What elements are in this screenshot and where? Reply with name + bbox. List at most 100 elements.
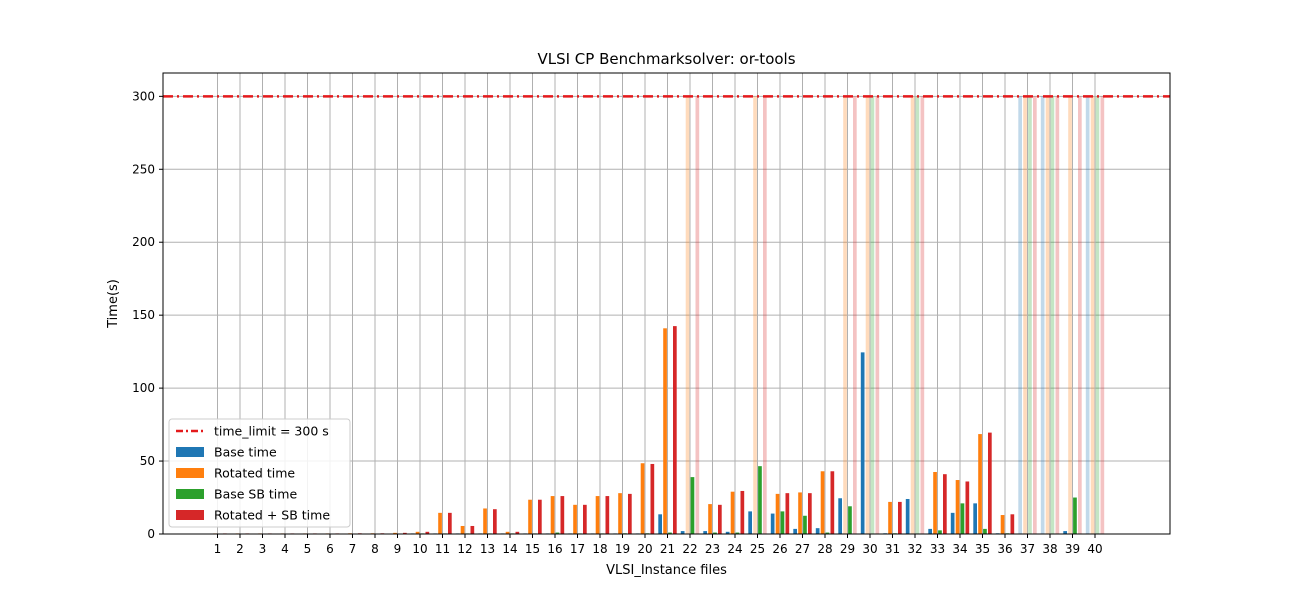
bar-rotated-time [550,496,555,534]
bar-base-sb-time [690,477,695,534]
bar-base-time [703,531,707,534]
bar-base-time [1018,96,1022,535]
bar-rotated-sb-time [1100,96,1105,535]
bar-rotated-sb-time [673,326,677,534]
bar-rotated-sb-time [988,432,992,534]
legend-swatch [176,510,204,520]
bar-rotated-time [843,96,847,535]
legend-swatch [176,468,204,478]
x-tick-label: 18 [592,542,607,556]
bar-rotated-sb-time [448,512,452,534]
x-tick-label: 6 [326,542,334,556]
bar-rotated-sb-time [920,96,925,535]
x-tick-label: 35 [975,542,990,556]
bar-base-sb-time [870,96,875,535]
bar-base-sb-time [1095,96,1100,535]
x-tick-label: 21 [660,542,675,556]
bar-base-time [950,512,955,534]
bar-rotated-sb-time [763,96,767,535]
bar-base-time [1063,531,1067,534]
x-tick-label: 7 [349,542,357,556]
x-tick-label: 2 [236,542,244,556]
bar-base-sb-time [1050,96,1055,535]
bar-rotated-sb-time [1055,96,1060,535]
bar-base-time [905,498,910,534]
bar-base-sb-time [735,532,740,534]
bars [213,96,1105,535]
x-tick-label: 12 [457,542,472,556]
x-tick-label: 28 [817,542,832,556]
legend: time_limit = 300 s Base time Rotated time B… [168,418,351,528]
y-tick-label: 100 [132,381,155,395]
bar-rotated-time [1023,96,1027,535]
x-tick-label: 39 [1065,542,1080,556]
bar-rotated-sb-time [875,96,880,535]
bar-rotated-sb-time [740,490,745,534]
plot-frame [162,72,1171,535]
x-tick-label: 24 [727,542,742,556]
x-tick-label: 8 [371,542,379,556]
x-axis-ticks: 1 2 3 4 5 6 7 8 9 10 11 12 13 14 15 16 17 18 19 20 21 22 23 24 2… [214,534,1103,556]
x-tick-label: 20 [637,542,652,556]
bar-base-sb-time [915,96,920,535]
bar-base-sb-time [960,503,965,534]
x-tick-label: 3 [259,542,267,556]
legend-swatch [176,447,204,457]
bar-base-sb-time [983,528,987,534]
bar-rotated-sb-time [538,499,542,534]
bar-base-sb-time [825,532,830,534]
y-tick-label: 200 [132,235,155,249]
bar-rotated-sb-time [628,493,632,534]
bar-rotated-time [595,496,600,534]
bar-rotated-time [618,493,622,534]
bar-base-sb-time [803,515,807,534]
bar-rotated-time [505,531,510,534]
bar-rotated-sb-time [425,531,430,534]
bar-rotated-time [978,434,982,534]
x-tick-label: 31 [885,542,900,556]
bar-base-sb-time [758,466,762,534]
bar-rotated-sb-time [943,474,947,534]
bar-rotated-time [820,471,825,534]
y-tick-label: 0 [147,527,155,541]
bar-rotated-sb-time [515,531,520,534]
bar-rotated-sb-time [493,509,497,534]
bar-rotated-sb-time [583,504,587,534]
x-tick-label: 17 [570,542,585,556]
bar-rotated-sb-time [785,493,790,534]
bar-rotated-time [1000,515,1005,534]
x-tick-label: 37 [1020,542,1035,556]
bar-rotated-time [663,328,667,534]
x-tick-label: 16 [547,542,562,556]
x-tick-label: 4 [281,542,289,556]
bar-rotated-sb-time [898,501,902,534]
x-tick-label: 9 [394,542,402,556]
x-tick-label: 5 [304,542,312,556]
legend-label: Rotated + SB time [214,508,330,523]
bar-base-time [793,528,797,534]
bar-rotated-time [528,499,532,534]
bar-rotated-sb-time [1078,96,1082,535]
bar-rotated-time [798,492,802,534]
bar-base-time [1040,96,1045,535]
bar-base-time [658,514,662,534]
legend-box [168,418,351,528]
bar-rotated-sb-time [470,525,475,534]
x-tick-label: 29 [840,542,855,556]
bar-base-time [815,528,820,534]
y-axis-label: Time(s) [106,279,121,329]
x-tick-label: 40 [1087,542,1102,556]
bar-base-time [725,531,730,534]
x-tick-label: 13 [480,542,495,556]
bar-base-time [770,513,775,534]
x-tick-label: 25 [750,542,765,556]
bar-base-time [860,352,865,534]
x-tick-label: 22 [682,542,697,556]
bar-rotated-time [933,471,937,534]
bar-rotated-time [438,512,442,534]
bar-rotated-time [775,493,780,534]
bar-base-sb-time [938,530,942,534]
legend-label: Rotated time [214,466,295,481]
chart-title: VLSI CP Benchmarksolver: or-tools [537,50,795,68]
bar-rotated-time [708,504,712,534]
